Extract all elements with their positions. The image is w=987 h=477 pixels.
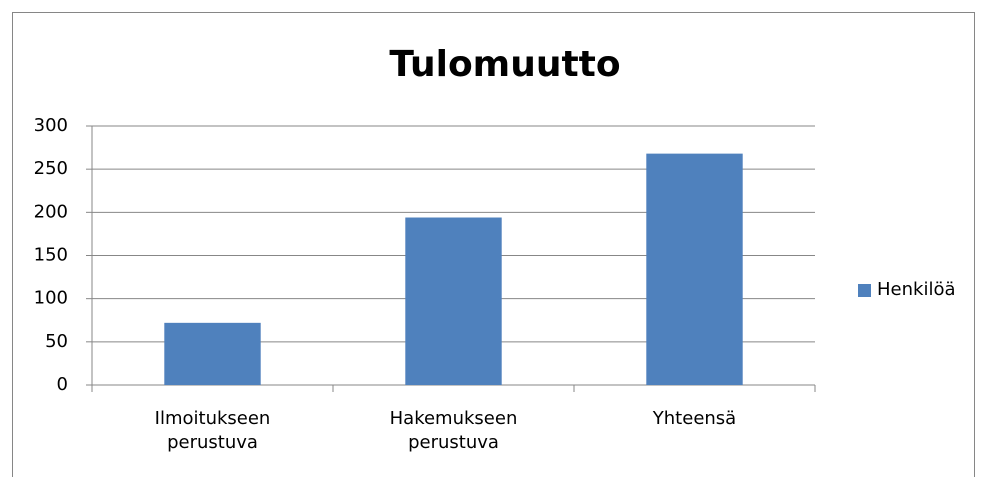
chart-title: Tulomuutto	[389, 44, 620, 85]
legend-label: Henkilöä	[877, 279, 956, 300]
x-tick-label: Yhteensä	[652, 408, 737, 429]
bar	[164, 322, 261, 385]
chart-border	[12, 12, 975, 477]
bar	[405, 217, 502, 385]
y-tick-label: 100	[34, 288, 68, 309]
legend-swatch	[858, 284, 871, 297]
x-tick-label: Ilmoitukseen perustuva	[154, 408, 271, 453]
y-tick-label: 0	[57, 374, 68, 395]
x-tick-label: Hakemukseen perustuva	[389, 408, 518, 453]
y-tick-label: 150	[34, 245, 68, 266]
y-tick-label: 200	[34, 201, 68, 222]
bar	[646, 153, 743, 385]
y-tick-label: 50	[45, 331, 68, 352]
y-tick-label: 250	[34, 158, 68, 179]
y-tick-label: 300	[34, 115, 68, 136]
